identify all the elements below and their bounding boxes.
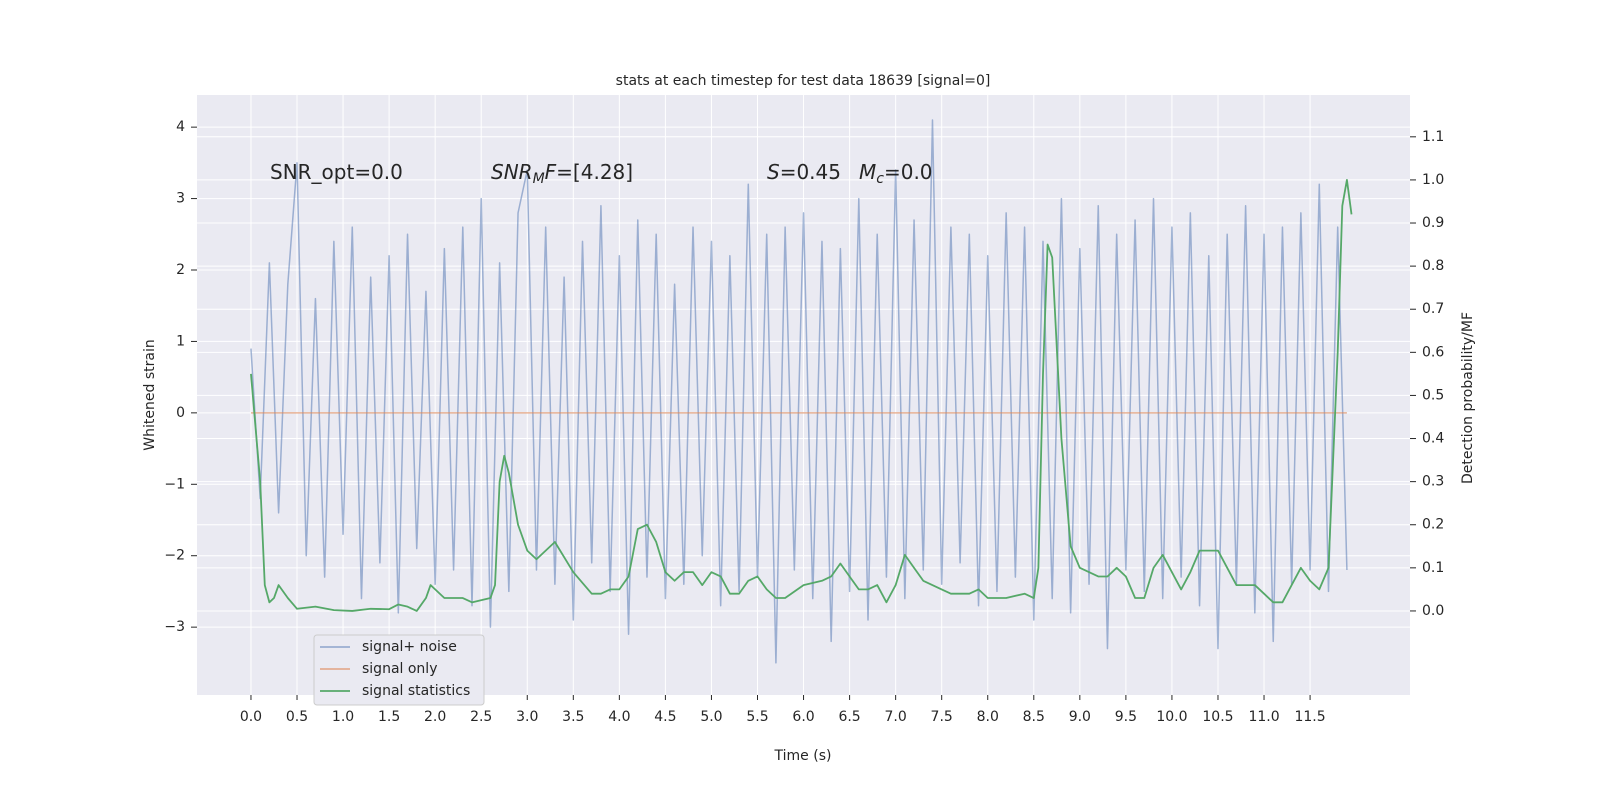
y-tick-label: 2	[176, 262, 185, 278]
x-tick-label: 7.5	[931, 709, 953, 725]
x-tick-label: 11.5	[1294, 709, 1325, 725]
x-tick-label: 3.5	[562, 709, 584, 725]
y-tick-label: −2	[164, 548, 185, 564]
x-tick-label: 3.0	[516, 709, 538, 725]
x-tick-label: 5.5	[746, 709, 768, 725]
x-tick-label: 10.0	[1156, 709, 1187, 725]
x-tick-label: 11.0	[1248, 709, 1279, 725]
y2-tick-label: 0.4	[1422, 431, 1444, 447]
x-tick-label: 5.0	[700, 709, 722, 725]
x-tick-label: 2.5	[470, 709, 492, 725]
annotation: Mc=0.0	[859, 160, 933, 188]
chart-title: stats at each timestep for test data 186…	[616, 73, 991, 89]
y-tick-label: 1	[176, 333, 185, 349]
y2-tick-label: 1.0	[1422, 172, 1444, 188]
y2-tick-label: 0.0	[1422, 603, 1444, 619]
annotation-part: =0.0	[884, 160, 933, 184]
annotation-part: SNR	[491, 160, 533, 184]
annotation: SNR_opt=0.0	[270, 160, 403, 184]
y2-tick-label: 0.2	[1422, 517, 1444, 533]
x-tick-label: 10.5	[1202, 709, 1233, 725]
series-line	[250, 179, 1353, 612]
x-axis-label: Time (s)	[774, 748, 832, 764]
x-tick-label: 9.0	[1069, 709, 1091, 725]
y2-tick-label: 0.9	[1422, 215, 1444, 231]
x-tick-label: 4.0	[608, 709, 630, 725]
annotation-part: c	[876, 171, 884, 187]
annotation: SNRMF=[4.28]	[491, 160, 633, 188]
annotation-part: =0.45	[780, 160, 841, 184]
x-tick-label: 0.5	[286, 709, 308, 725]
grid	[197, 95, 1410, 695]
y-tick-label: −1	[164, 476, 185, 492]
y-tick-label: 3	[176, 191, 185, 207]
annotation: S=0.45	[767, 160, 841, 184]
x-tick-label: 9.5	[1115, 709, 1137, 725]
legend-box	[313, 634, 485, 706]
y-tick-label: 4	[176, 119, 185, 135]
x-tick-label: 1.5	[378, 709, 400, 725]
y2-tick-label: 0.1	[1422, 560, 1444, 576]
x-tick-label: 8.5	[1023, 709, 1045, 725]
annotation-part: M	[859, 160, 876, 184]
y2-tick-label: 0.3	[1422, 474, 1444, 490]
y2-tick-label: 1.1	[1422, 129, 1444, 145]
legend-label: signal+ noise	[362, 639, 457, 655]
legend-label: signal only	[362, 661, 437, 677]
legend-label: signal statistics	[362, 683, 470, 699]
series-line	[250, 119, 1348, 664]
y-tick-label: −3	[164, 619, 185, 635]
x-tick-label: 7.0	[885, 709, 907, 725]
x-tick-label: 6.5	[838, 709, 860, 725]
annotation-part: F	[545, 160, 557, 184]
y2-tick-label: 0.6	[1422, 344, 1444, 360]
x-tick-label: 2.0	[424, 709, 446, 725]
x-tick-label: 0.0	[240, 709, 262, 725]
y2-axis-label: Detection probability/MF	[1460, 312, 1476, 484]
annotation-part: M	[533, 171, 545, 187]
annotation-part: S	[767, 160, 780, 184]
x-tick-label: 4.5	[654, 709, 676, 725]
x-tick-label: 8.0	[977, 709, 999, 725]
y-tick-label: 0	[176, 405, 185, 421]
annotation-part: SNR_opt=0.0	[270, 160, 403, 184]
y2-tick-label: 0.8	[1422, 258, 1444, 274]
y2-tick-label: 0.7	[1422, 301, 1444, 317]
x-tick-label: 6.0	[792, 709, 814, 725]
y-axis-label: Whitened strain	[142, 339, 158, 450]
annotation-part: =[4.28]	[556, 160, 633, 184]
y2-tick-label: 0.5	[1422, 387, 1444, 403]
x-tick-label: 1.0	[332, 709, 354, 725]
